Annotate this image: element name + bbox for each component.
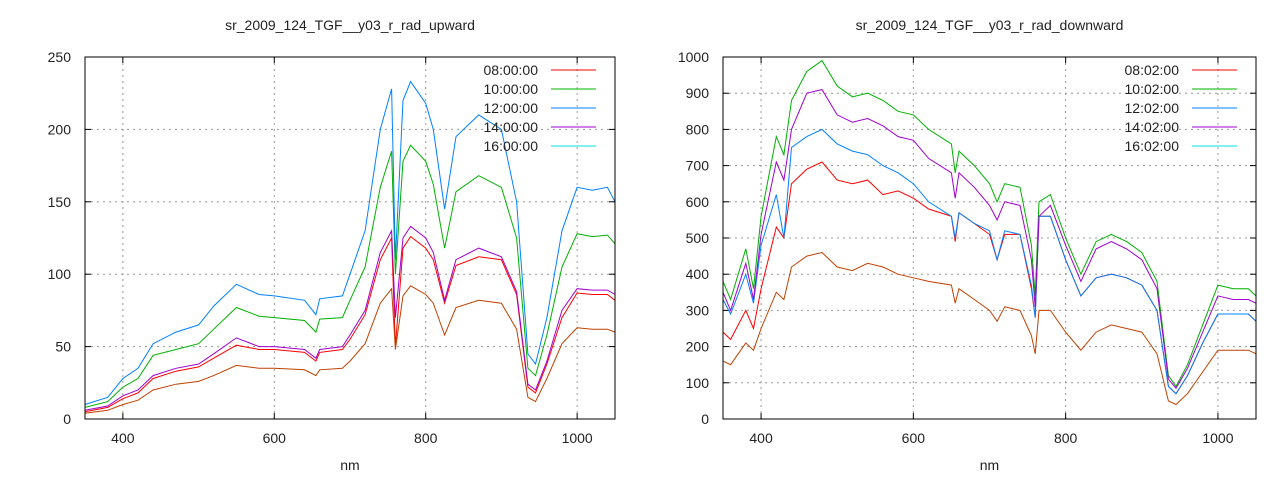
- legend-label: 16:00:00: [484, 138, 539, 154]
- x-axis-label: nm: [980, 457, 999, 473]
- y-tick-label: 900: [686, 85, 710, 101]
- series-line-12:02:00: [722, 128, 1257, 395]
- series-line-16:00:00: [84, 285, 616, 414]
- y-tick-label: 800: [686, 121, 710, 137]
- chart-upward: 400 600 800 1000 0 50 100 150 200 250 08:00:00 10:0…: [48, 17, 616, 473]
- plot-border: [84, 56, 616, 420]
- legend-entry: 14:02:00: [1125, 119, 1237, 135]
- legend-label: 08:00:00: [484, 62, 539, 78]
- chart-title: sr_2009_124_TGF__y03_r_rad_upward: [225, 17, 475, 33]
- legend-entry: 08:00:00: [484, 62, 596, 78]
- x-tick-label: 1000: [1202, 430, 1233, 446]
- legend-label: 08:02:00: [1125, 62, 1180, 78]
- legend-entry: 10:02:00: [1125, 81, 1237, 97]
- x-tick-label: 400: [749, 430, 773, 446]
- y-tick-label: 0: [701, 411, 709, 427]
- y-tick-label: 700: [686, 158, 710, 174]
- chart-title: sr_2009_124_TGF__y03_r_rad_downward: [856, 17, 1124, 33]
- y-tick-label: 50: [55, 339, 71, 355]
- legend-entry: 16:00:00: [484, 138, 596, 154]
- legend-entry: 10:00:00: [484, 81, 596, 97]
- y-tick-label: 300: [686, 302, 710, 318]
- x-tick-label: 600: [263, 430, 287, 446]
- legend-label: 12:00:00: [484, 100, 539, 116]
- series-line-14:00:00: [84, 225, 616, 411]
- x-tick-label: 800: [1054, 430, 1078, 446]
- plot-border: [722, 56, 1257, 420]
- y-tick-label: 100: [686, 375, 710, 391]
- legend-label: 12:02:00: [1125, 100, 1180, 116]
- series-line-08:02:00: [722, 161, 1257, 395]
- legend-label: 14:02:00: [1125, 119, 1180, 135]
- y-tick-label: 1000: [678, 49, 709, 65]
- series-line-10:00:00: [84, 144, 616, 408]
- y-tick-label: 600: [686, 194, 710, 210]
- x-tick-label: 1000: [562, 430, 593, 446]
- legend-label: 10:02:00: [1125, 81, 1180, 97]
- x-tick-label: 400: [111, 430, 135, 446]
- legend-entry: 12:02:00: [1125, 100, 1237, 116]
- series-line-14:02:00: [722, 89, 1257, 390]
- chart-downward: 400 600 800 1000 0 100 200 300 400 500 600 700 800 90…: [678, 17, 1257, 473]
- y-tick-label: 200: [686, 339, 710, 355]
- x-tick-label: 600: [902, 430, 926, 446]
- y-tick-label: 500: [686, 230, 710, 246]
- series-line-12:00:00: [84, 80, 616, 405]
- legend-entry: 12:00:00: [484, 100, 596, 116]
- legend-entry: 08:02:00: [1125, 62, 1237, 78]
- y-tick-label: 150: [48, 194, 72, 210]
- legend-entry: 14:00:00: [484, 119, 596, 135]
- series-line-08:00:00: [84, 235, 616, 413]
- x-axis-label: nm: [340, 457, 359, 473]
- legend-entry: 16:02:00: [1125, 138, 1237, 154]
- series-line-10:02:00: [722, 59, 1257, 388]
- x-tick-label: 800: [414, 430, 438, 446]
- y-tick-label: 200: [48, 121, 72, 137]
- series-line-16:02:00: [722, 251, 1257, 406]
- y-tick-label: 400: [686, 266, 710, 282]
- legend-label: 16:02:00: [1125, 138, 1180, 154]
- legend-label: 10:00:00: [484, 81, 539, 97]
- legend-label: 14:00:00: [484, 119, 539, 135]
- y-tick-label: 100: [48, 266, 72, 282]
- y-tick-label: 0: [63, 411, 71, 427]
- y-tick-label: 250: [48, 49, 72, 65]
